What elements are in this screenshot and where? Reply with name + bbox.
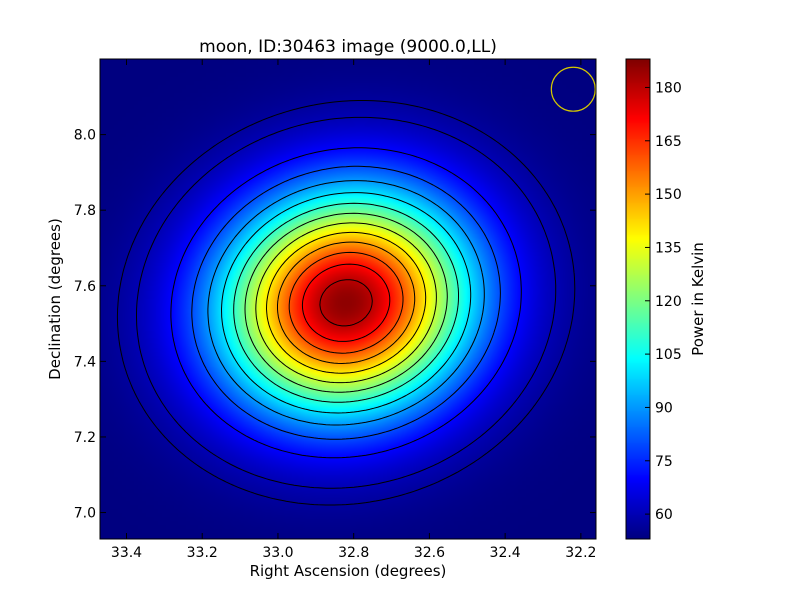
- contour-line-1: [136, 116, 557, 489]
- x-tick-label-1: 33.2: [187, 545, 218, 561]
- x-tick-label-4: 32.6: [414, 545, 445, 561]
- x-tick-label-3: 32.8: [338, 545, 369, 561]
- contour-line-10: [277, 241, 416, 364]
- chart-title: moon, ID:30463 image (9000.0,LL): [199, 37, 497, 57]
- contour-line-13: [319, 279, 373, 327]
- contour-line-5: [221, 192, 472, 414]
- colorbar-tick-label-3: 105: [655, 347, 682, 363]
- contour-line-2: [170, 147, 522, 459]
- contour-line-12: [301, 263, 391, 342]
- colorbar-tick-label-8: 180: [655, 80, 682, 96]
- y-tick-label-5: 8.0: [74, 128, 96, 144]
- colorbar: 60 75 90 105 120 135 150 165 180 Power in Kelvin: [625, 58, 707, 540]
- contour-line-8: [255, 222, 437, 384]
- y-tick-label-2: 7.4: [74, 354, 96, 370]
- colorbar-tick-label-7: 165: [655, 134, 682, 150]
- colorbar-gradient: [626, 59, 650, 539]
- contour-line-11: [288, 251, 404, 354]
- colorbar-tick-label-6: 150: [655, 187, 682, 203]
- contour-line-9: [266, 231, 427, 374]
- contour-line-6: [233, 202, 459, 403]
- x-axis-label: Right Ascension (degrees): [250, 562, 447, 580]
- colorbar-tick-label-0: 60: [655, 507, 673, 523]
- colorbar-tick-label-1: 75: [655, 454, 673, 470]
- y-tick-label-1: 7.2: [74, 430, 96, 446]
- x-tick-label-5: 32.4: [490, 545, 521, 561]
- contour-line-3: [191, 165, 501, 440]
- y-tick-label-3: 7.6: [74, 279, 96, 295]
- x-tick-label-2: 33.0: [262, 545, 293, 561]
- colorbar-ticks: 60 75 90 105 120 135 150 165 180: [645, 80, 682, 523]
- plot-frame: [99, 58, 597, 540]
- contour-line-0: [116, 100, 576, 506]
- colorbar-label: Power in Kelvin: [689, 242, 707, 356]
- colorbar-tick-label-2: 90: [655, 400, 673, 416]
- colorbar-tick-label-4: 120: [655, 294, 682, 310]
- contour-line-4: [207, 180, 485, 426]
- heatmap-image: [100, 59, 596, 539]
- colorbar-tick-label-5: 135: [655, 240, 682, 256]
- y-tick-label-4: 7.8: [74, 203, 96, 219]
- beam-size-circle: [550, 66, 596, 112]
- y-tick-label-0: 7.0: [74, 506, 96, 522]
- contour-lines: [116, 100, 576, 506]
- heatmap-plot: [99, 58, 597, 540]
- x-tick-label-0: 33.4: [111, 545, 142, 561]
- y-axis-ticks: 7.0 7.2 7.4 7.6 7.8 8.0: [74, 128, 596, 522]
- x-tick-label-6: 32.2: [565, 545, 596, 561]
- x-axis-ticks: 33.4 33.2 33.0 32.8 32.6 32.4 32.2: [111, 59, 596, 561]
- y-axis-label: Declination (degrees): [46, 218, 64, 380]
- contour-line-7: [244, 212, 448, 393]
- colorbar-frame: [625, 58, 651, 540]
